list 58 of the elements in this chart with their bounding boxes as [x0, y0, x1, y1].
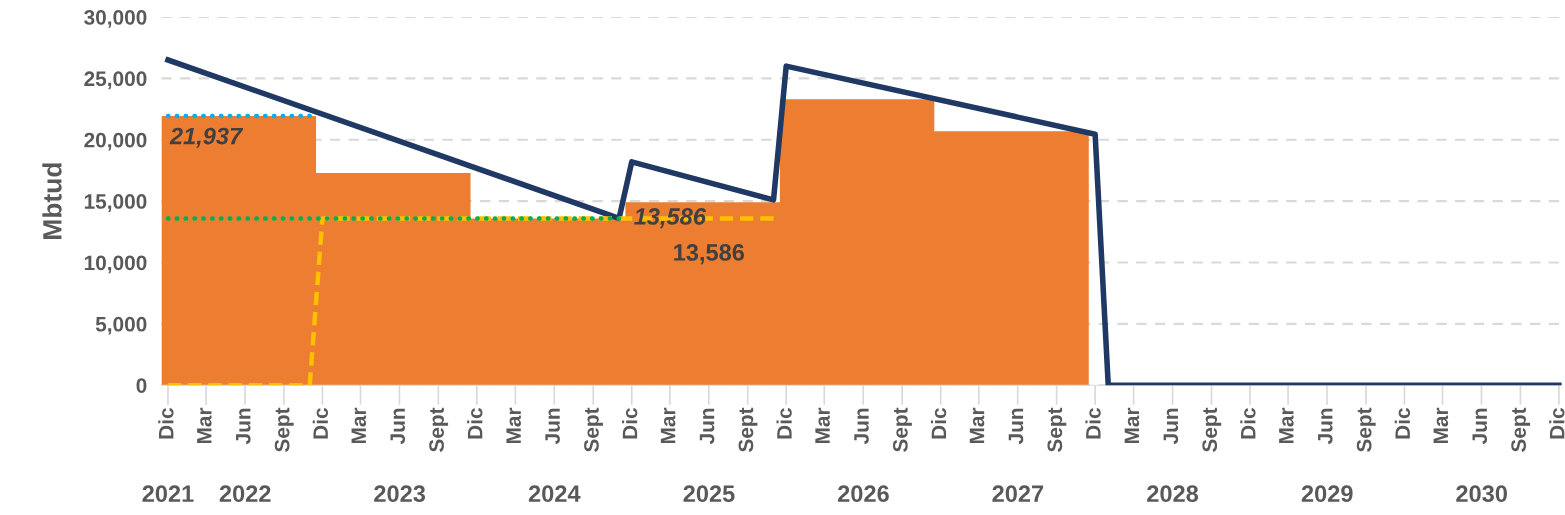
x-tick-label: Mar — [197, 407, 212, 444]
text: 2023 — [374, 485, 426, 503]
text: 2028 — [1147, 485, 1199, 503]
x-tick-label: Sept — [1511, 407, 1531, 452]
x-tick-label: Jun — [1008, 408, 1024, 445]
x-tick-label: Dic — [622, 408, 638, 439]
x-tick-label: Dic — [158, 408, 174, 439]
text: 2022 — [219, 485, 271, 503]
x-tick-label: Mar — [1279, 407, 1294, 444]
annotation: 13,586 — [674, 244, 745, 265]
text: 2030 — [1456, 485, 1507, 503]
x-tick-label: Jun — [236, 408, 251, 445]
x-tick-label: Sept — [1047, 407, 1067, 452]
x-tick-label: Mar — [351, 407, 367, 444]
x-tick-label: Sept — [584, 407, 603, 452]
x-tick-label: Mar — [660, 407, 676, 444]
y-tick-label: 30,000 — [84, 10, 147, 28]
x-tick-label: Dic — [776, 408, 792, 439]
x-tick-label: Jun — [1472, 408, 1488, 445]
y-tick-label: 5,000 — [95, 316, 147, 335]
y-tick-label: 10,000 — [84, 255, 147, 274]
x-tick-label: Dic — [1394, 408, 1411, 439]
y-tick-label: 15,000 — [84, 194, 147, 212]
annotation: 13,586 — [634, 208, 707, 229]
x-tick-label: Jun — [1163, 408, 1179, 445]
x-tick-label: Mar — [506, 407, 521, 444]
x-tick-label: Dic — [1085, 408, 1101, 439]
x-tick-label: Mar — [969, 407, 985, 444]
x-tick-label: Jun — [854, 408, 869, 445]
text: 2026 — [838, 485, 889, 503]
x-tick-label: Dic — [312, 408, 329, 439]
x-tick-label: Sept — [1356, 407, 1376, 452]
x-tick-label: Dic — [1549, 408, 1565, 439]
x-tick-label: Mar — [1124, 407, 1140, 444]
annotation: 21,937 — [169, 127, 244, 148]
x-tick-label: Mar — [1433, 407, 1449, 444]
x-tick-label: Sept — [274, 407, 294, 452]
x-tick-label: Jun — [545, 408, 560, 445]
x-tick-label: Dic — [930, 408, 947, 439]
text: 2029 — [1301, 485, 1353, 503]
x-tick-label: Jun — [699, 408, 715, 445]
text: 2021 — [142, 485, 194, 503]
text: 2027 — [992, 485, 1044, 503]
y-axis-title: Mbtud — [42, 163, 62, 239]
text: 2024 — [528, 485, 581, 503]
y-tick-label: 25,000 — [84, 71, 147, 90]
text: 2025 — [683, 485, 735, 503]
x-tick-label: Jun — [1318, 408, 1333, 445]
y-tick-label: 0 — [136, 378, 147, 393]
x-tick-label: Mar — [815, 407, 830, 444]
x-tick-label: Sept — [738, 407, 758, 452]
x-tick-label: Dic — [1240, 408, 1256, 439]
x-tick-label: Dic — [467, 408, 483, 439]
x-tick-label: Jun — [390, 408, 406, 445]
y-tick-label: 20,000 — [84, 132, 147, 151]
x-tick-label: Sept — [1202, 407, 1222, 452]
x-tick-label: Sept — [893, 407, 912, 452]
x-tick-label: Sept — [429, 407, 449, 452]
